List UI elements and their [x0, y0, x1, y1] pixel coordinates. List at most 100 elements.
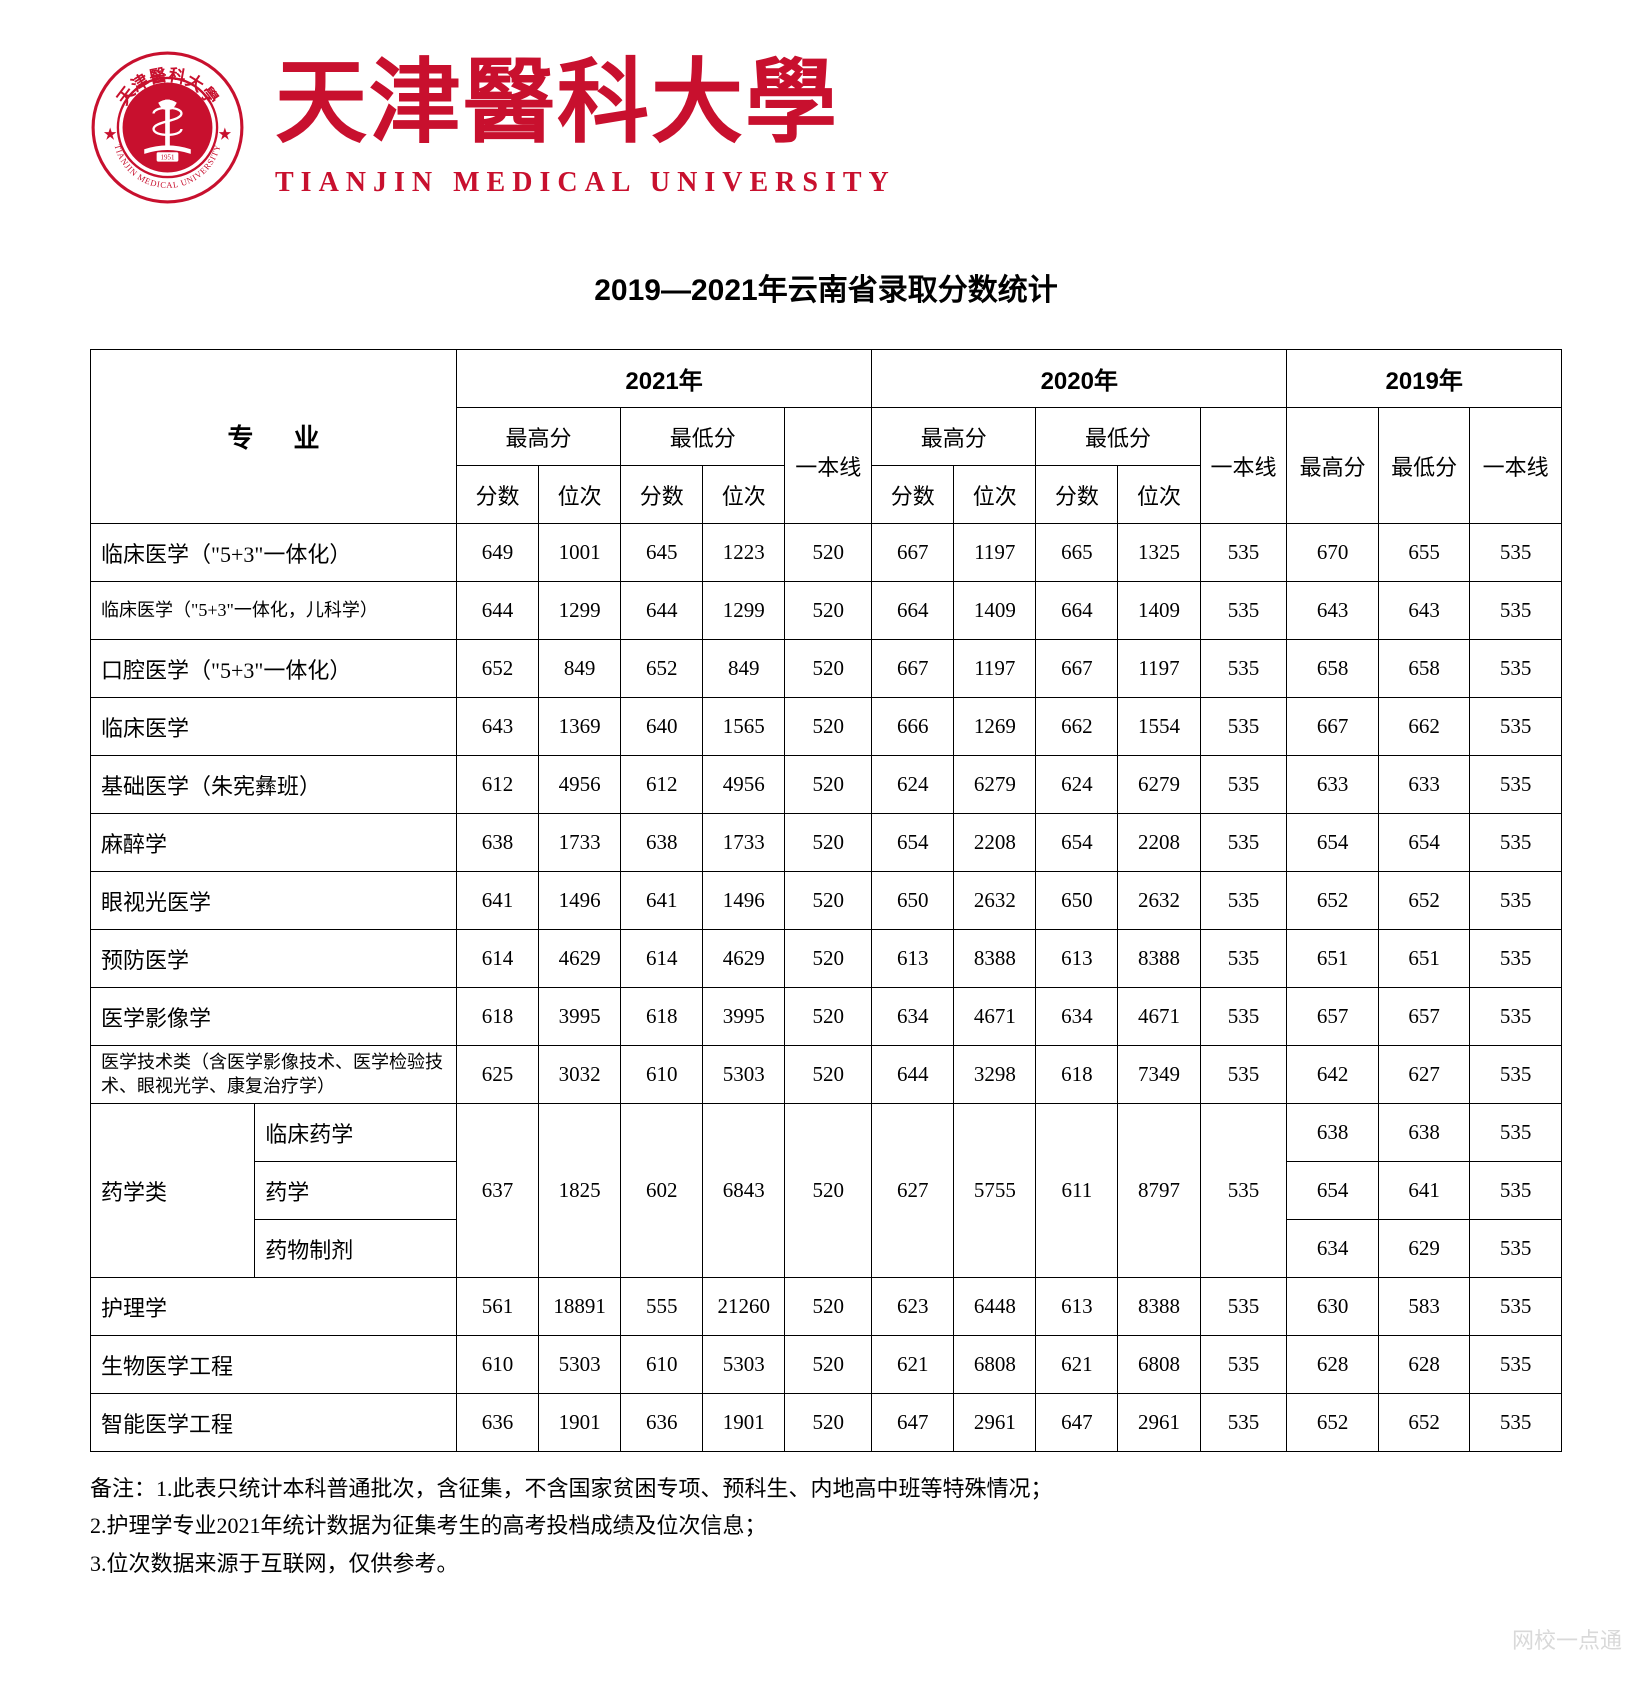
table-cell: 641 [456, 872, 538, 930]
table-cell: 1733 [539, 814, 621, 872]
table-cell: 658 [1287, 640, 1378, 698]
header-rank: 位次 [703, 466, 785, 524]
table-cell: 654 [1287, 814, 1378, 872]
table-cell: 650 [1036, 872, 1118, 930]
table-cell: 8797 [1118, 1104, 1200, 1278]
table-cell: 535 [1200, 814, 1287, 872]
table-cell: 535 [1470, 1394, 1562, 1452]
table-cell: 618 [1036, 1046, 1118, 1104]
table-cell: 535 [1470, 872, 1562, 930]
table-cell: 1409 [1118, 582, 1200, 640]
table-cell: 636 [621, 1394, 703, 1452]
table-cell: 642 [1287, 1046, 1378, 1104]
table-cell: 644 [872, 1046, 954, 1104]
table-cell: 633 [1378, 756, 1469, 814]
table-cell: 535 [1200, 1278, 1287, 1336]
header-score: 分数 [872, 466, 954, 524]
table-cell: 647 [1036, 1394, 1118, 1452]
header-line19: 一本线 [1470, 408, 1562, 524]
table-cell: 3995 [703, 988, 785, 1046]
table-cell: 849 [539, 640, 621, 698]
table-cell: 2961 [954, 1394, 1036, 1452]
header-score: 分数 [456, 466, 538, 524]
header-min: 最低分 [621, 408, 785, 466]
table-cell: 药学 [255, 1162, 457, 1220]
table-cell: 1299 [703, 582, 785, 640]
table-cell: 1197 [954, 524, 1036, 582]
table-cell: 535 [1470, 1278, 1562, 1336]
table-cell: 654 [1378, 814, 1469, 872]
table-cell: 643 [456, 698, 538, 756]
table-cell: 643 [1378, 582, 1469, 640]
table-cell: 1325 [1118, 524, 1200, 582]
header-min: 最低分 [1036, 408, 1200, 466]
table-cell: 583 [1378, 1278, 1469, 1336]
table-cell: 5755 [954, 1104, 1036, 1278]
table-cell: 613 [872, 930, 954, 988]
table-cell: 21260 [703, 1278, 785, 1336]
table-cell: 652 [1287, 1394, 1378, 1452]
table-cell: 535 [1470, 1104, 1562, 1162]
table-cell: 654 [1036, 814, 1118, 872]
table-cell: 2632 [1118, 872, 1200, 930]
table-cell: 3298 [954, 1046, 1036, 1104]
table-row: 智能医学工程6361901636190152064729616472961535… [91, 1394, 1562, 1452]
table-row: 生物医学工程6105303610530352062168086216808535… [91, 1336, 1562, 1394]
table-row: 口腔医学（"5+3"一体化）65284965284952066711976671… [91, 640, 1562, 698]
table-cell: 6279 [954, 756, 1036, 814]
header-score: 分数 [1036, 466, 1118, 524]
table-cell: 627 [1378, 1046, 1469, 1104]
header: 天津醫科大學 TIANJIN MEDICAL UNIVERSITY 1951 天… [90, 50, 1562, 205]
table-cell: 3032 [539, 1046, 621, 1104]
table-cell: 1223 [703, 524, 785, 582]
table-cell: 644 [456, 582, 538, 640]
table-cell: 临床药学 [255, 1104, 457, 1162]
table-cell: 医学影像学 [91, 988, 457, 1046]
table-cell: 4671 [1118, 988, 1200, 1046]
table-cell: 662 [1378, 698, 1469, 756]
header-2020: 2020年 [872, 350, 1287, 408]
table-cell: 621 [1036, 1336, 1118, 1394]
table-cell: 2632 [954, 872, 1036, 930]
table-cell: 652 [1378, 872, 1469, 930]
table-cell: 655 [1378, 524, 1469, 582]
table-cell: 624 [1036, 756, 1118, 814]
table-cell: 5303 [703, 1046, 785, 1104]
table-row: 护理学5611889155521260520623644861383885356… [91, 1278, 1562, 1336]
table-cell: 555 [621, 1278, 703, 1336]
table-cell: 5303 [539, 1336, 621, 1394]
table-cell: 4956 [703, 756, 785, 814]
university-seal: 天津醫科大學 TIANJIN MEDICAL UNIVERSITY 1951 [90, 50, 245, 205]
table-cell: 2208 [954, 814, 1036, 872]
table-cell: 641 [1378, 1162, 1469, 1220]
note-line: 备注：1.此表只统计本科普通批次，含征集，不含国家贫困专项、预科生、内地高中班等… [90, 1470, 1562, 1507]
table-cell: 535 [1470, 988, 1562, 1046]
header-major: 专业 [91, 350, 457, 524]
table-cell: 535 [1470, 524, 1562, 582]
table-cell: 649 [456, 524, 538, 582]
table-cell: 520 [785, 1394, 872, 1452]
table-row: 临床医学（"5+3"一体化）64910016451223520667119766… [91, 524, 1562, 582]
table-cell: 535 [1200, 1394, 1287, 1452]
table-cell: 智能医学工程 [91, 1394, 457, 1452]
table-cell: 535 [1200, 524, 1287, 582]
table-cell: 667 [1287, 698, 1378, 756]
table-cell: 1496 [539, 872, 621, 930]
table-row: 临床医学（"5+3"一体化，儿科学）6441299644129952066414… [91, 582, 1562, 640]
page-title: 2019—2021年云南省录取分数统计 [90, 265, 1562, 309]
table-cell: 520 [785, 1104, 872, 1278]
table-cell: 666 [872, 698, 954, 756]
table-cell: 8388 [1118, 1278, 1200, 1336]
title-block: 天津醫科大學 TIANJIN MEDICAL UNIVERSITY [275, 57, 896, 199]
table-cell: 药学类 [91, 1104, 255, 1278]
table-cell: 4629 [539, 930, 621, 988]
note-line: 3.位次数据来源于互联网，仅供参考。 [90, 1545, 1562, 1582]
table-cell: 636 [456, 1394, 538, 1452]
table-cell: 520 [785, 698, 872, 756]
table-cell: 650 [872, 872, 954, 930]
table-cell: 628 [1287, 1336, 1378, 1394]
table-cell: 535 [1200, 698, 1287, 756]
table-cell: 651 [1378, 930, 1469, 988]
table-cell: 6843 [703, 1104, 785, 1278]
table-cell: 652 [621, 640, 703, 698]
